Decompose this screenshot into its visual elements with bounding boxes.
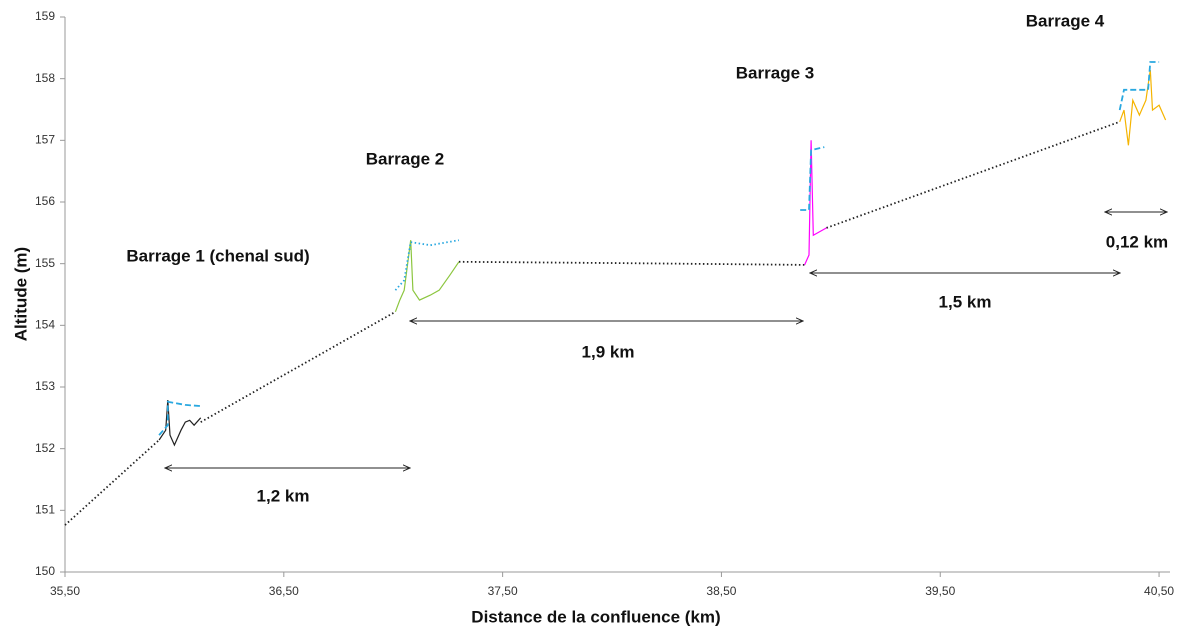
x-tick-label: 40,50: [1144, 584, 1174, 598]
series-line: [394, 239, 460, 291]
series-line: [804, 140, 827, 266]
y-tick-label: 159: [35, 9, 55, 23]
y-tick-label: 150: [35, 564, 55, 578]
annotation: Barrage 4: [1026, 11, 1105, 30]
y-tick-label: 152: [35, 441, 55, 455]
annotation: Barrage 3: [736, 63, 814, 82]
series-line: [158, 400, 201, 436]
x-tick-label: 38,50: [706, 584, 736, 598]
x-axis-label: Distance de la confluence (km): [471, 607, 720, 626]
y-tick-label: 153: [35, 379, 55, 393]
annotation: Barrage 1 (chenal sud): [126, 246, 309, 265]
series-line: [1118, 61, 1160, 111]
series-line: [394, 240, 460, 313]
y-tick-label: 154: [35, 318, 55, 332]
x-tick-label: 35,50: [50, 584, 80, 598]
x-tick-label: 36,50: [269, 584, 299, 598]
series-line: [800, 146, 825, 211]
annotation: 1,2 km: [257, 486, 310, 505]
annotation: 1,5 km: [939, 292, 992, 311]
y-tick-label: 156: [35, 194, 55, 208]
y-tick-label: 157: [35, 133, 55, 147]
annotation: 0,12 km: [1106, 232, 1168, 251]
y-tick-label: 151: [35, 503, 55, 517]
series-line: [64, 120, 1121, 526]
annotation: 1,9 km: [582, 342, 635, 361]
y-tick-label: 155: [35, 256, 55, 270]
y-tick-label: 158: [35, 71, 55, 85]
x-tick-label: 39,50: [925, 584, 955, 598]
annotation: Barrage 2: [366, 149, 444, 168]
series-line: [1119, 69, 1167, 146]
x-tick-label: 37,50: [488, 584, 518, 598]
series-line: [158, 399, 202, 447]
y-axis-label: Altitude (m): [11, 247, 30, 341]
